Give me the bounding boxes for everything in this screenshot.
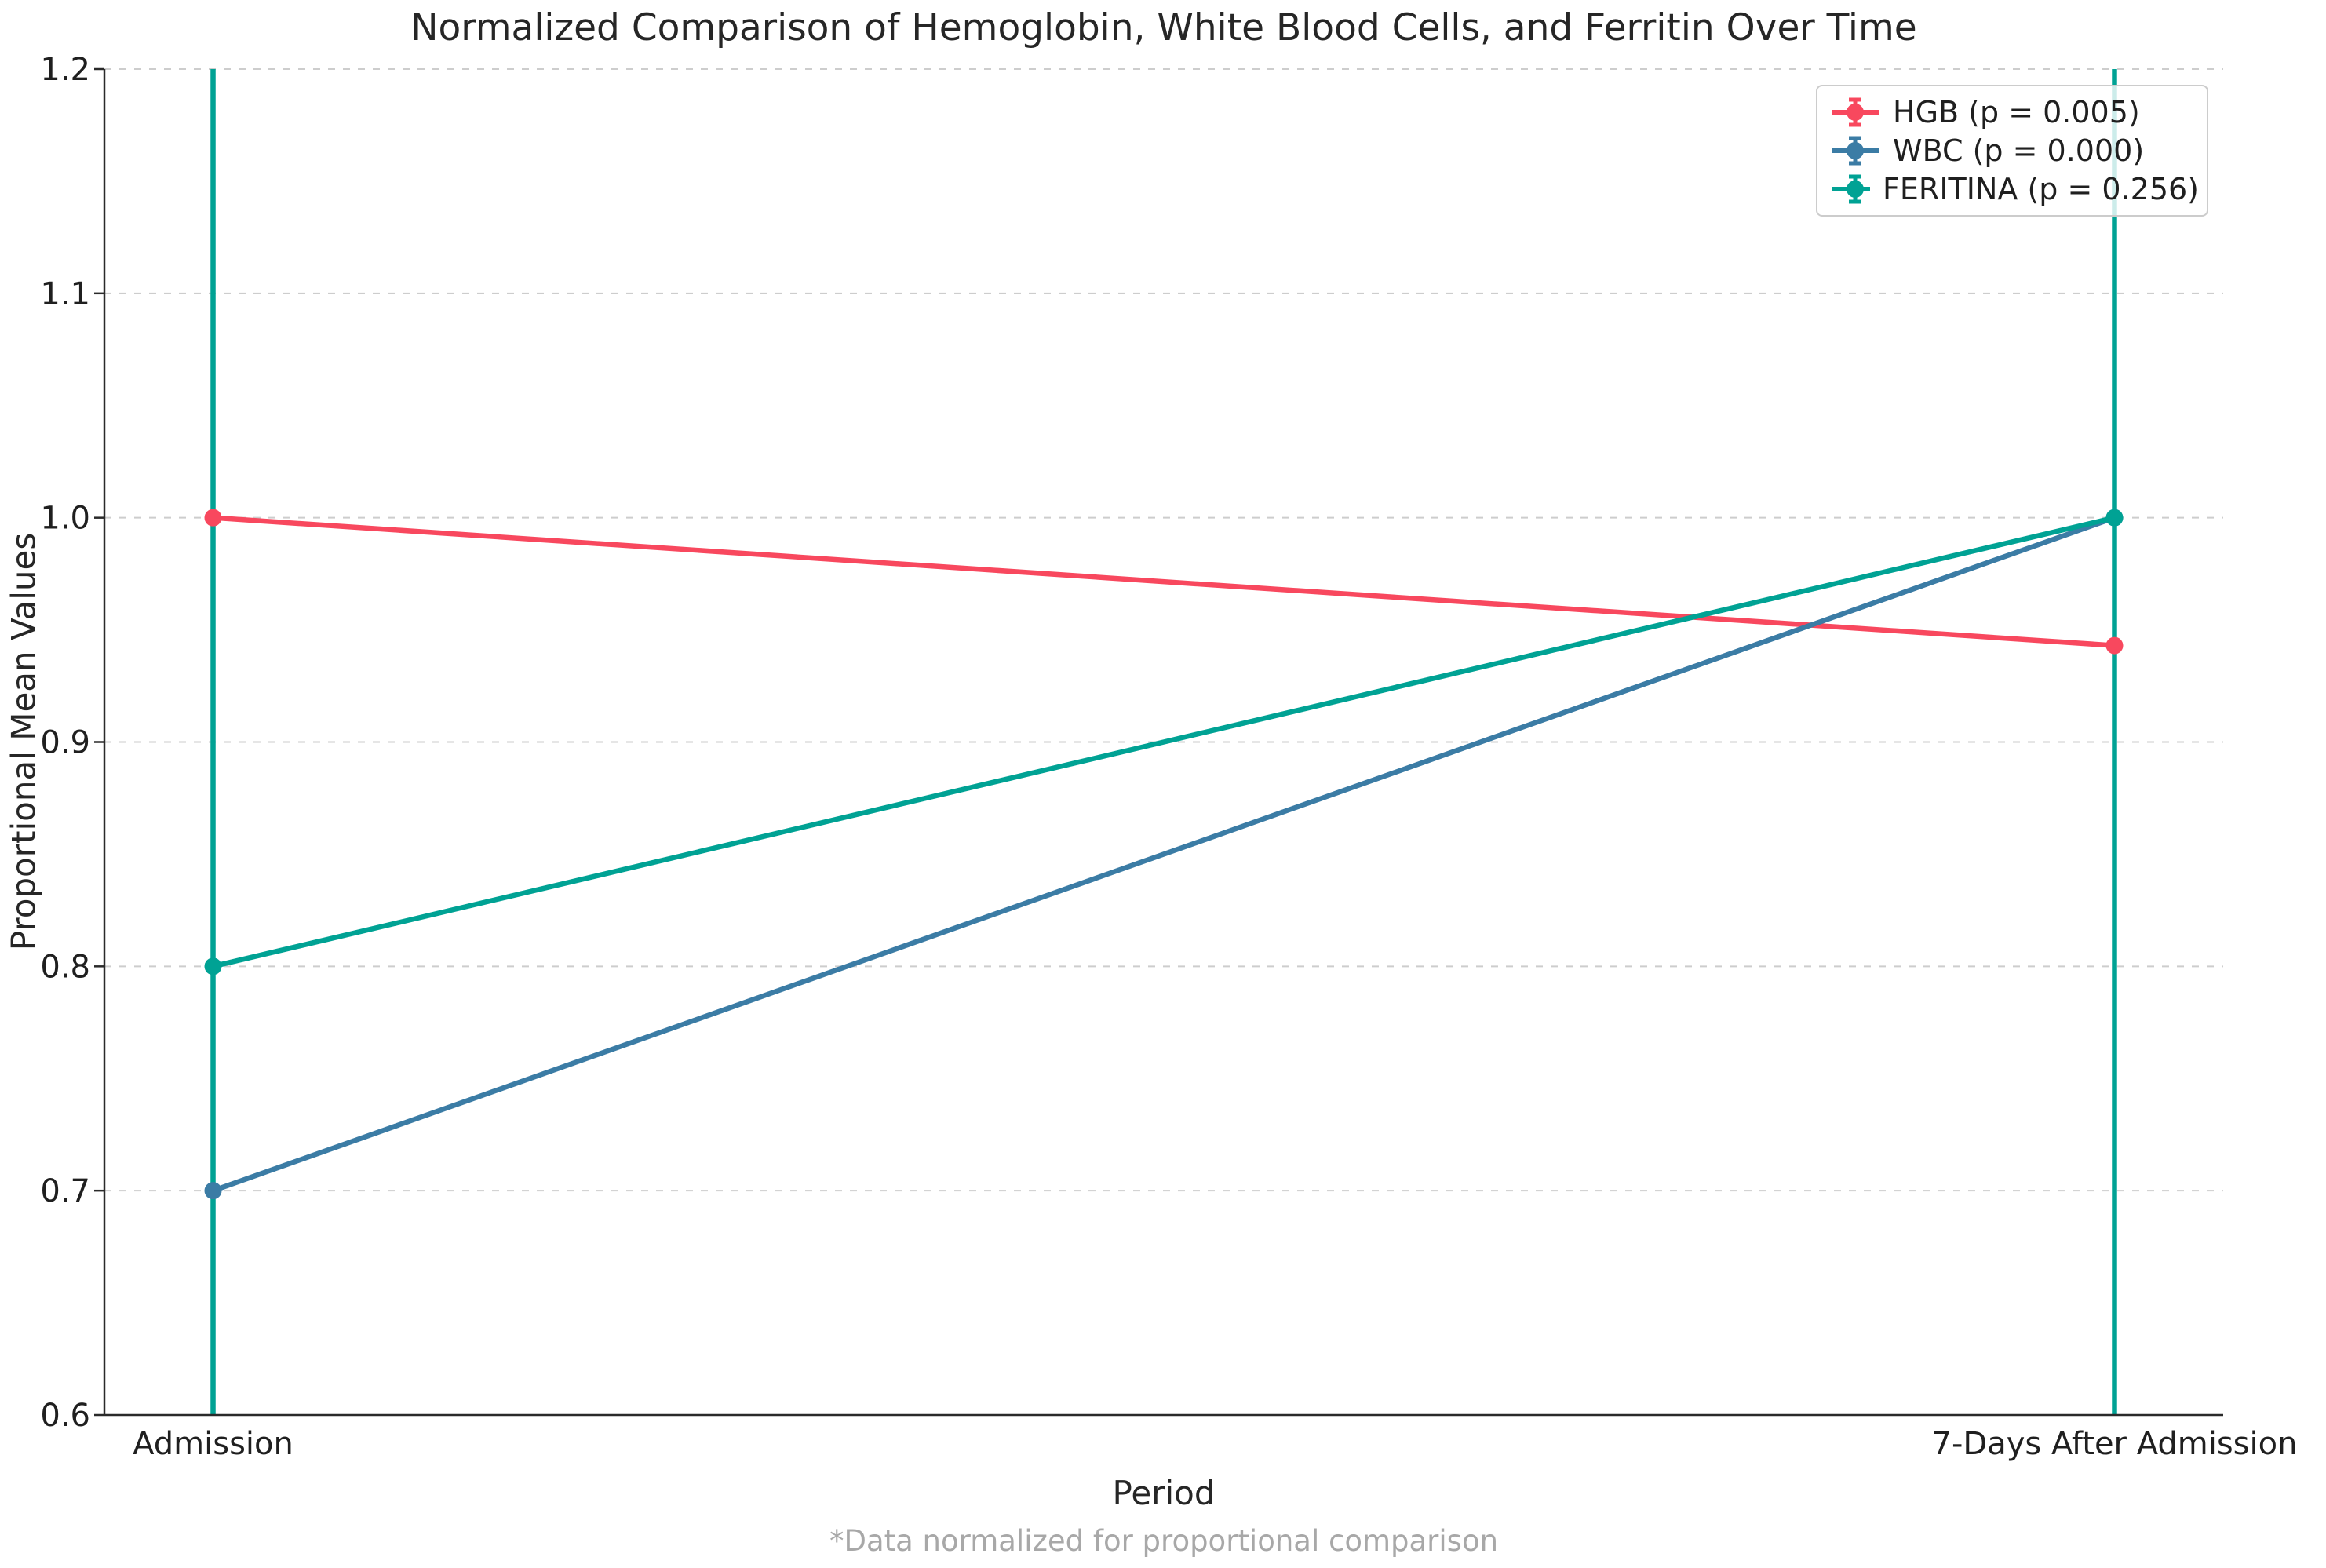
series-line-FERITINA (210, 515, 2117, 969)
legend-label: HGB (p = 0.005) (1893, 94, 2140, 129)
legend-item-WBC: WBC (p = 0.000) (1830, 133, 2199, 168)
errorbar-marker-icon (1832, 174, 1871, 204)
data-point-HGB (2105, 636, 2124, 655)
legend-label: WBC (p = 0.000) (1893, 133, 2145, 168)
y-tick-label: 1.1 (40, 276, 90, 312)
y-axis-label: Proportional Mean Values (4, 532, 43, 951)
y-tick-label: 0.9 (40, 725, 90, 761)
y-tick-label: 0.6 (40, 1398, 90, 1434)
footnote: *Data normalized for proportional compar… (829, 1524, 1499, 1558)
errorbar-marker-icon (1832, 136, 1879, 166)
y-tick-label: 1.0 (40, 501, 90, 537)
legend: HGB (p = 0.005) WBC (p = 0.000) FERITINA (… (1816, 85, 2208, 217)
series-line-HGB (210, 515, 2117, 648)
errorbar-marker-icon (1832, 97, 1879, 127)
legend-item-HGB: HGB (p = 0.005) (1830, 95, 2199, 129)
x-axis-label: Period (1112, 1474, 1216, 1512)
x-tick-label: Admission (133, 1426, 293, 1462)
data-point-FERITINA (2105, 509, 2124, 527)
chart-title: Normalized Comparison of Hemoglobin, Whi… (410, 6, 1917, 49)
data-point-WBC (204, 1182, 222, 1200)
x-tick-label: 7-Days After Admission (1932, 1426, 2298, 1462)
y-tick-label: 1.2 (40, 52, 90, 88)
legend-label: FERITINA (p = 0.256) (1883, 172, 2199, 207)
y-tick-label: 0.7 (40, 1173, 90, 1209)
data-point-HGB (204, 509, 222, 527)
data-point-FERITINA (204, 957, 222, 975)
y-tick-label: 0.8 (40, 949, 90, 985)
series-line-WBC (210, 515, 2117, 1194)
legend-item-FERITINA: FERITINA (p = 0.256) (1830, 172, 2199, 206)
